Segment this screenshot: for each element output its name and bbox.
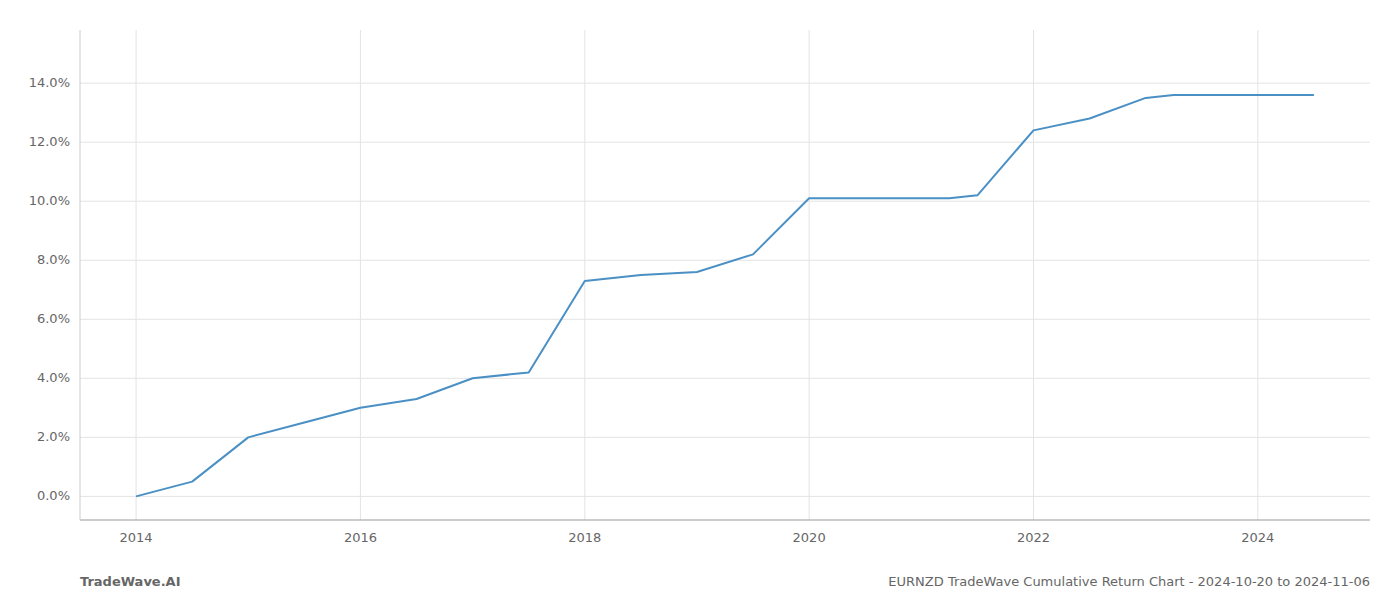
y-grid-line — [80, 260, 1370, 261]
x-grid-line — [136, 30, 137, 520]
x-grid-line — [809, 30, 810, 520]
x-axis-line — [80, 520, 1370, 521]
x-tick-label: 2016 — [344, 530, 377, 545]
y-grid-line — [80, 496, 1370, 497]
footer-left: TradeWave.AI — [80, 574, 181, 589]
x-tick-label: 2020 — [793, 530, 826, 545]
x-grid-line — [1257, 30, 1258, 520]
x-grid-line — [1033, 30, 1034, 520]
grid — [80, 30, 1370, 520]
x-tick-label: 2014 — [120, 530, 153, 545]
y-tick-label: 6.0% — [37, 311, 70, 326]
tick-labels: 0.0% 2.0% 4.0% 6.0% 8.0% 10.0% 12.0% 14.0% 2014 2… — [29, 75, 1275, 545]
y-tick-label: 10.0% — [29, 193, 70, 208]
chart-svg: 0.0% 2.0% 4.0% 6.0% 8.0% 10.0% 12.0% 14.0% 2014 2… — [0, 0, 1400, 600]
y-grid-line — [80, 83, 1370, 84]
x-grid-line — [360, 30, 361, 520]
y-tick-label: 4.0% — [37, 370, 70, 385]
plot-area — [136, 95, 1314, 496]
y-axis-line — [80, 30, 81, 520]
y-grid-line — [80, 437, 1370, 438]
x-tick-label: 2022 — [1017, 530, 1050, 545]
x-tick-label: 2018 — [568, 530, 601, 545]
y-grid-line — [80, 201, 1370, 202]
y-grid-line — [80, 319, 1370, 320]
y-tick-label: 14.0% — [29, 75, 70, 90]
chart-container: 0.0% 2.0% 4.0% 6.0% 8.0% 10.0% 12.0% 14.0% 2014 2… — [0, 0, 1400, 600]
x-tick-label: 2024 — [1241, 530, 1274, 545]
y-grid-line — [80, 142, 1370, 143]
y-grid-line — [80, 378, 1370, 379]
footer-right: EURNZD TradeWave Cumulative Return Chart… — [888, 574, 1370, 589]
y-tick-label: 8.0% — [37, 252, 70, 267]
y-tick-label: 2.0% — [37, 429, 70, 444]
x-grid-line — [584, 30, 585, 520]
line-series — [136, 95, 1314, 496]
y-tick-label: 12.0% — [29, 134, 70, 149]
y-tick-label: 0.0% — [37, 488, 70, 503]
